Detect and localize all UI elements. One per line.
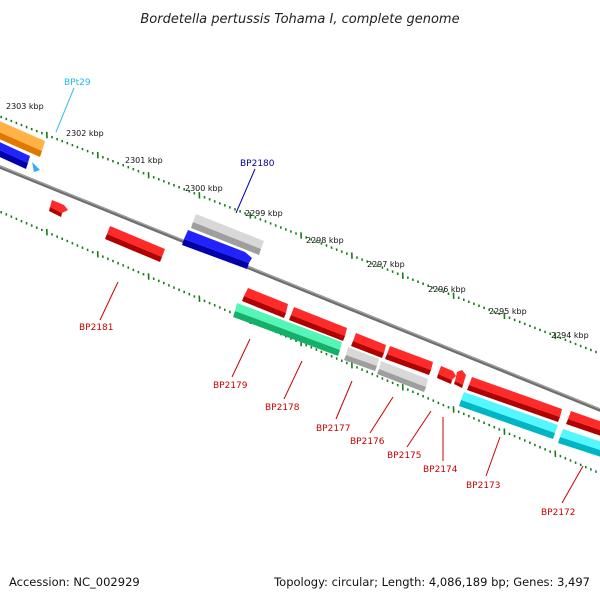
- gene-label-bp2173[interactable]: BP2173: [466, 481, 501, 491]
- outer-ruler: [0, 115, 597, 354]
- gene-label-bpt29[interactable]: BPt29: [64, 78, 91, 88]
- gene-bpt29-feature[interactable]: [0, 119, 45, 157]
- kbp-label-2303: 2303 kbp: [6, 102, 44, 111]
- gene-red-feature-3[interactable]: [351, 333, 386, 358]
- gene-bp2172-feature[interactable]: [558, 429, 600, 457]
- label-leader-lines: [55, 87, 584, 504]
- kbp-label-2299: 2299 kbp: [245, 209, 283, 218]
- gene-label-bp2175[interactable]: BP2175: [387, 451, 422, 461]
- genome-backbone: [0, 165, 600, 412]
- gene-small-red-feature[interactable]: [49, 200, 68, 217]
- gene-labels: BPt29 BP2180 BP2181 BP2179 BP2178 BP2177…: [64, 78, 576, 518]
- kbp-label-2301: 2301 kbp: [125, 156, 163, 165]
- gene-left-blue-feature[interactable]: [0, 140, 40, 172]
- gene-label-bp2181[interactable]: BP2181: [79, 323, 114, 333]
- kbp-label-2297: 2297 kbp: [367, 260, 405, 269]
- kbp-label-2295: 2295 kbp: [489, 307, 527, 316]
- gene-label-bp2172[interactable]: BP2172: [541, 508, 576, 518]
- gene-red-feature-5[interactable]: [437, 366, 456, 384]
- kbp-label-2296: 2296 kbp: [428, 285, 466, 294]
- gene-bp2181-feature[interactable]: [105, 226, 165, 262]
- map-title: Bordetella pertussis Tohama I, complete …: [140, 12, 459, 27]
- gene-bp2178-feature[interactable]: [233, 303, 342, 356]
- gene-bp2180-feature[interactable]: [182, 230, 252, 269]
- gene-bp2177-feature[interactable]: [344, 347, 379, 371]
- gene-red-feature-4[interactable]: [385, 346, 433, 375]
- gene-bp2173-feature[interactable]: [459, 392, 558, 439]
- accession-text: Accession: NC_002929: [9, 575, 140, 589]
- gene-label-bp2179[interactable]: BP2179: [213, 381, 248, 391]
- gene-red-feature-2[interactable]: [289, 307, 347, 341]
- genome-backbone-highlight: [0, 165, 600, 410]
- gene-label-bp2174[interactable]: BP2174: [423, 465, 458, 475]
- gene-label-bp2178[interactable]: BP2178: [265, 403, 300, 413]
- gene-label-bp2180[interactable]: BP2180: [240, 159, 275, 169]
- upper-strand-features: [0, 119, 264, 269]
- gene-label-bp2177[interactable]: BP2177: [316, 424, 351, 434]
- gene-bp2179-red-feature[interactable]: [242, 288, 288, 318]
- gene-bp2173-red-feature[interactable]: [467, 377, 562, 422]
- kbp-label-2302: 2302 kbp: [66, 129, 104, 138]
- kbp-label-2300: 2300 kbp: [185, 184, 223, 193]
- gene-bp2176-feature[interactable]: [377, 361, 428, 392]
- kbp-label-2294: 2294 kbp: [551, 331, 589, 340]
- genome-summary-text: Topology: circular; Length: 4,086,189 bp…: [273, 575, 590, 589]
- gene-grey-feature-1[interactable]: [191, 214, 264, 255]
- inner-ruler: [0, 210, 597, 473]
- lower-strand-features: [49, 200, 600, 457]
- kbp-labels: 2303 kbp 2302 kbp 2301 kbp 2300 kbp 2299…: [6, 102, 589, 340]
- gene-bp2174-feature[interactable]: [454, 370, 466, 388]
- kbp-label-2298: 2298 kbp: [306, 236, 344, 245]
- gene-red-feature-6[interactable]: [566, 411, 600, 436]
- gene-label-bp2176[interactable]: BP2176: [350, 437, 385, 447]
